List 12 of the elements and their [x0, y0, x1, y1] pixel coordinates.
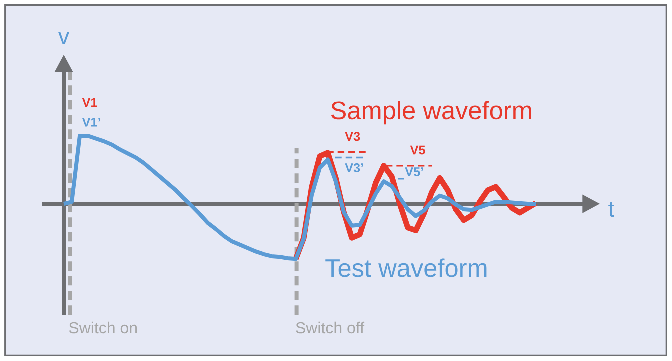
text: Switch off	[296, 322, 365, 334]
annotation: V5’	[405, 168, 424, 176]
text: V1’	[82, 118, 100, 127]
text: Switch on	[69, 322, 137, 334]
series-label: Sample waveform	[331, 101, 532, 125]
annotation: V5	[410, 146, 426, 155]
text: V1	[82, 98, 98, 107]
y-axis-title: v	[58, 32, 70, 44]
x-axis-title: t	[608, 202, 614, 218]
annotation: V3’	[345, 163, 364, 172]
series-label: Test waveform	[326, 258, 487, 278]
annotation: V3	[345, 132, 360, 142]
